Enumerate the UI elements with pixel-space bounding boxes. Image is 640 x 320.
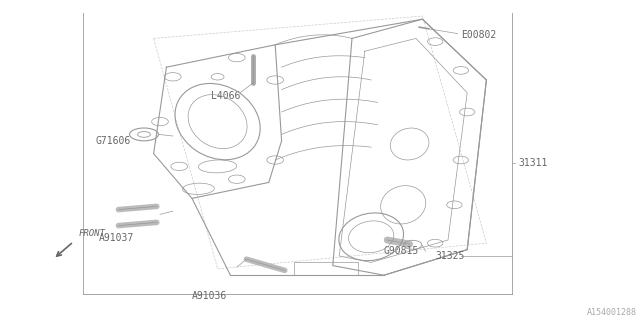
Text: A154001288: A154001288: [587, 308, 637, 317]
Text: 31325: 31325: [435, 251, 465, 261]
Text: G90815: G90815: [384, 246, 419, 256]
Text: G71606: G71606: [96, 136, 131, 146]
Text: A91036: A91036: [192, 291, 227, 301]
Bar: [294, 262, 358, 275]
Text: FRONT: FRONT: [79, 229, 106, 238]
Text: E00802: E00802: [461, 30, 496, 40]
Text: A91037: A91037: [99, 233, 134, 244]
Text: 31311: 31311: [518, 158, 548, 168]
Text: L4066: L4066: [211, 91, 241, 101]
